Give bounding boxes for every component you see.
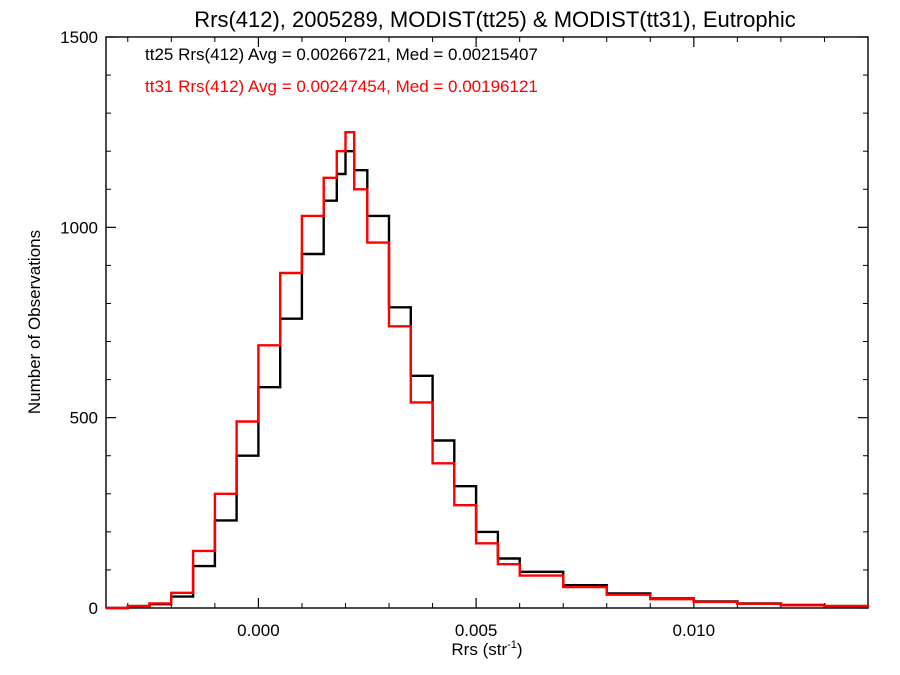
tt31-stats-annotation: tt31 Rrs(412) Avg = 0.00247454, Med = 0.…	[145, 77, 538, 96]
tt25-stats-annotation: tt25 Rrs(412) Avg = 0.00266721, Med = 0.…	[145, 45, 538, 64]
x-axis-label-superscript: -1	[507, 639, 517, 651]
plot-frame	[105, 36, 869, 609]
x-tick-label: 0.010	[673, 621, 716, 640]
tt25-histogram-line	[106, 150, 870, 610]
x-axis-label: Rrs (str-1)	[451, 639, 522, 659]
y-tick-label: 1000	[60, 218, 98, 237]
x-axis-label-close: )	[517, 640, 523, 659]
series-layer	[106, 131, 870, 610]
x-tick-label: 0.000	[237, 621, 280, 640]
tt31-histogram-line	[106, 131, 870, 610]
x-tick-label: 0.005	[455, 621, 498, 640]
y-tick-label: 500	[70, 409, 98, 428]
x-axis-label-main: Rrs (str	[451, 640, 507, 659]
y-tick-label: 0	[89, 599, 98, 618]
y-tick-label: 1500	[60, 28, 98, 47]
y-axis-label: Number of Observations	[25, 230, 44, 414]
axis-ticks: 0.000 0.005 0.010 0 500 1000 1500	[60, 28, 869, 640]
chart-title: Rrs(412), 2005289, MODIST(tt25) & MODIST…	[194, 7, 796, 32]
